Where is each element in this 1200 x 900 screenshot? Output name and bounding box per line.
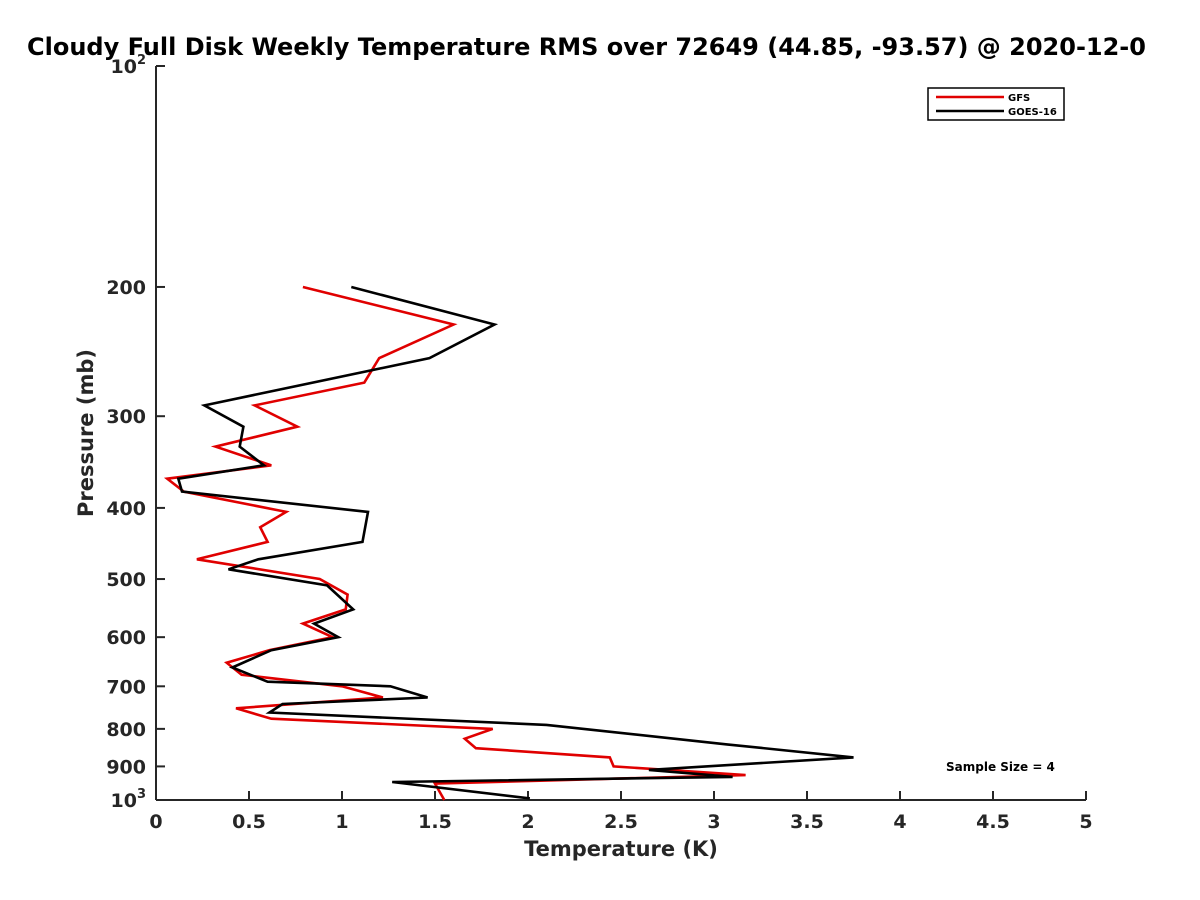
y-tick-label: 600 [106, 627, 146, 649]
x-tick-label: 3.5 [790, 811, 824, 833]
x-tick-label: 3 [707, 811, 720, 833]
y-tick-label: 700 [106, 676, 146, 698]
x-tick-label: 4.5 [976, 811, 1010, 833]
y-tick-label: 900 [106, 756, 146, 778]
y-tick-label: 300 [106, 406, 146, 428]
legend: GFS GOES-16 [927, 87, 1065, 121]
x-tick-label: 0 [149, 811, 162, 833]
x-tick-label: 2.5 [604, 811, 638, 833]
x-tick-label: 2 [521, 811, 534, 833]
plot-axes [155, 66, 1086, 801]
series-layer [163, 285, 854, 801]
y-tick-label: 200 [106, 277, 146, 299]
series-line-goes16 [176, 285, 854, 800]
legend-label-goes16: GOES-16 [1008, 107, 1057, 118]
y-tick-label: 102 [111, 53, 147, 78]
chart-title: Cloudy Full Disk Weekly Temperature RMS … [27, 33, 1146, 61]
x-tick-label: 0.5 [232, 811, 266, 833]
x-ticks: 0 0.5 1 1.5 2 2.5 3 3.5 4 4.5 5 [149, 791, 1093, 833]
x-tick-label: 5 [1079, 811, 1092, 833]
y-tick-label: 103 [111, 787, 147, 812]
x-axis-label: Temperature (K) [524, 837, 718, 861]
x-tick-label: 4 [893, 811, 906, 833]
y-axis-label: Pressure (mb) [74, 349, 98, 517]
legend-label-gfs: GFS [1008, 93, 1030, 104]
y-ticks: 102 200 300 400 500 600 700 800 900 103 [106, 53, 165, 812]
y-tick-label: 500 [106, 569, 146, 591]
y-tick-label: 400 [106, 498, 146, 520]
x-tick-label: 1.5 [418, 811, 452, 833]
y-tick-label: 800 [106, 719, 146, 741]
legend-box [927, 87, 1065, 121]
sample-size-annotation: Sample Size = 4 [946, 760, 1055, 774]
series-line-gfs [163, 285, 746, 801]
x-tick-label: 1 [335, 811, 348, 833]
